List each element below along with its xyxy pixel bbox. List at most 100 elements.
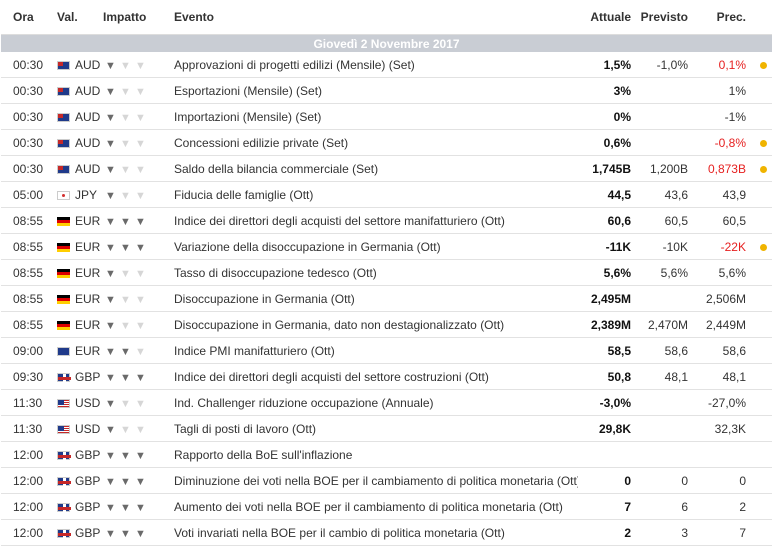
table-row[interactable]: 08:55 EUR ▼ ▼ ▼ Disoccupazione in Germania, d… bbox=[1, 311, 772, 338]
event-name[interactable]: Approvazioni di progetti edilizi (Mensil… bbox=[170, 52, 578, 78]
bull-icon: ▼ bbox=[135, 267, 146, 280]
table-row[interactable]: 05:00 JPY ▼ ▼ ▼ Fiducia delle famiglie (Ott) 4… bbox=[1, 181, 772, 208]
event-name[interactable]: Fiducia delle famiglie (Ott) bbox=[170, 181, 578, 208]
bull-icon: ▼ bbox=[105, 111, 116, 124]
event-actual: -11K bbox=[578, 233, 639, 260]
bull-icon: ▼ bbox=[135, 189, 146, 202]
table-row[interactable]: 00:30 AUD ▼ ▼ ▼ Esportazioni (Mensile) (Set) 3… bbox=[1, 77, 772, 104]
bull-icon: ▼ bbox=[120, 501, 131, 514]
event-currency-cell: AUD bbox=[45, 77, 103, 104]
impact-rating: ▼ ▼ ▼ bbox=[103, 259, 170, 286]
event-currency: AUD bbox=[75, 83, 101, 98]
event-name[interactable]: Ind. Challenger riduzione occupazione (A… bbox=[170, 389, 578, 416]
eu-flag-icon bbox=[57, 346, 70, 356]
event-time: 00:30 bbox=[1, 155, 45, 182]
table-row[interactable]: 00:30 AUD ▼ ▼ ▼ Saldo della bilancia commerci… bbox=[1, 155, 772, 182]
table-row[interactable]: 08:55 EUR ▼ ▼ ▼ Disoccupazione in Germania (O… bbox=[1, 285, 772, 312]
bull-icon: ▼ bbox=[135, 319, 146, 332]
bull-icon: ▼ bbox=[105, 527, 116, 540]
table-row[interactable]: 12:00 GBP ▼ ▼ ▼ Rapporto della BoE sull'infla… bbox=[1, 441, 772, 468]
event-currency: EUR bbox=[75, 291, 101, 306]
bull-icon: ▼ bbox=[105, 293, 116, 306]
event-previous: 60,5 bbox=[696, 207, 754, 234]
event-actual: 58,5 bbox=[578, 337, 639, 364]
table-row[interactable]: 08:55 EUR ▼ ▼ ▼ Variazione della disoccupazio… bbox=[1, 233, 772, 260]
event-name[interactable]: Variazione della disoccupazione in Germa… bbox=[170, 233, 578, 260]
bull-icon: ▼ bbox=[120, 475, 131, 488]
event-name[interactable]: Concessioni edilizie private (Set) bbox=[170, 129, 578, 156]
table-row[interactable]: 11:30 USD ▼ ▼ ▼ Ind. Challenger riduzione occ… bbox=[1, 389, 772, 416]
impact-rating: ▼ ▼ ▼ bbox=[103, 77, 170, 104]
revision-dot-icon bbox=[759, 61, 767, 69]
impact-rating: ▼ ▼ ▼ bbox=[103, 233, 170, 260]
event-name[interactable]: Indice dei direttori degli acquisti del … bbox=[170, 363, 578, 390]
de-flag-icon bbox=[57, 320, 70, 330]
table-row[interactable]: 00:30 AUD ▼ ▼ ▼ Importazioni (Mensile) (Set) 0… bbox=[1, 103, 772, 130]
event-previous: -1% bbox=[696, 103, 754, 130]
event-currency-cell: EUR bbox=[45, 311, 103, 338]
table-row[interactable]: 12:00 GBP ▼ ▼ ▼ Aumento dei voti nella BOE pe… bbox=[1, 493, 772, 520]
event-actual: 5,6% bbox=[578, 259, 639, 286]
event-name[interactable]: Disoccupazione in Germania, dato non des… bbox=[170, 311, 578, 338]
event-actual: 1,5% bbox=[578, 52, 639, 78]
bull-icon: ▼ bbox=[135, 475, 146, 488]
event-name[interactable]: Tasso di disoccupazione tedesco (Ott) bbox=[170, 259, 578, 286]
event-currency-cell: GBP bbox=[45, 519, 103, 546]
event-name[interactable]: Importazioni (Mensile) (Set) bbox=[170, 103, 578, 130]
bull-icon: ▼ bbox=[135, 345, 146, 358]
table-row[interactable]: 08:55 EUR ▼ ▼ ▼ Tasso di disoccupazione tedes… bbox=[1, 259, 772, 286]
event-time: 11:30 bbox=[1, 389, 45, 416]
bull-icon: ▼ bbox=[135, 397, 146, 410]
event-forecast bbox=[639, 285, 696, 312]
event-time: 08:55 bbox=[1, 311, 45, 338]
table-row[interactable]: 00:30 AUD ▼ ▼ ▼ Concessioni edilizie private … bbox=[1, 129, 772, 156]
table-row[interactable]: 08:55 EUR ▼ ▼ ▼ Indice dei direttori degli ac… bbox=[1, 207, 772, 234]
bull-icon: ▼ bbox=[105, 163, 116, 176]
au-flag-icon bbox=[57, 138, 70, 148]
event-name[interactable]: Diminuzione dei voti nella BOE per il ca… bbox=[170, 467, 578, 494]
event-name[interactable]: Indice dei direttori degli acquisti del … bbox=[170, 207, 578, 234]
event-name[interactable]: Esportazioni (Mensile) (Set) bbox=[170, 77, 578, 104]
event-time: 12:00 bbox=[1, 467, 45, 494]
event-actual: 2,495M bbox=[578, 285, 639, 312]
table-row[interactable]: 00:30 AUD ▼ ▼ ▼ Approvazioni di progetti edil… bbox=[1, 52, 772, 78]
event-name[interactable]: Rapporto della BoE sull'inflazione bbox=[170, 441, 578, 468]
event-forecast: 0 bbox=[639, 467, 696, 494]
event-time: 00:30 bbox=[1, 129, 45, 156]
bull-icon: ▼ bbox=[105, 345, 116, 358]
de-flag-icon bbox=[57, 294, 70, 304]
event-name[interactable]: Indice PMI manifatturiero (Ott) bbox=[170, 337, 578, 364]
event-currency: USD bbox=[75, 395, 101, 410]
event-forecast bbox=[639, 441, 696, 468]
event-actual: 2 bbox=[578, 519, 639, 546]
event-name[interactable]: Disoccupazione in Germania (Ott) bbox=[170, 285, 578, 312]
table-row[interactable]: 09:00 EUR ▼ ▼ ▼ Indice PMI manifatturiero (Ot… bbox=[1, 337, 772, 364]
bull-icon: ▼ bbox=[135, 215, 146, 228]
bull-icon: ▼ bbox=[135, 501, 146, 514]
event-name[interactable]: Saldo della bilancia commerciale (Set) bbox=[170, 155, 578, 182]
bull-icon: ▼ bbox=[135, 85, 146, 98]
impact-rating: ▼ ▼ ▼ bbox=[103, 181, 170, 208]
table-row[interactable]: 12:00 GBP ▼ ▼ ▼ Voti invariati nella BOE per … bbox=[1, 519, 772, 546]
event-forecast: 58,6 bbox=[639, 337, 696, 364]
event-currency-cell: EUR bbox=[45, 259, 103, 286]
event-name[interactable]: Voti invariati nella BOE per il cambio d… bbox=[170, 519, 578, 546]
event-name[interactable]: Aumento dei voti nella BOE per il cambia… bbox=[170, 493, 578, 520]
au-flag-icon bbox=[57, 60, 70, 70]
table-row[interactable]: 12:00 GBP ▼ ▼ ▼ Diminuzione dei voti nella BO… bbox=[1, 467, 772, 494]
event-previous: 48,1 bbox=[696, 363, 754, 390]
bull-icon: ▼ bbox=[135, 111, 146, 124]
event-currency: GBP bbox=[75, 447, 101, 462]
table-row[interactable]: 09:30 GBP ▼ ▼ ▼ Indice dei direttori degli ac… bbox=[1, 363, 772, 390]
event-time: 11:30 bbox=[1, 415, 45, 442]
event-currency: EUR bbox=[75, 343, 101, 358]
event-name[interactable]: Tagli di posti di lavoro (Ott) bbox=[170, 415, 578, 442]
col-event: Evento bbox=[170, 0, 578, 35]
event-currency-cell: GBP bbox=[45, 441, 103, 468]
event-previous bbox=[696, 441, 754, 468]
table-row[interactable]: 11:30 USD ▼ ▼ ▼ Tagli di posti di lavoro (Ott… bbox=[1, 415, 772, 442]
event-previous: 32,3K bbox=[696, 415, 754, 442]
event-time: 08:55 bbox=[1, 285, 45, 312]
event-previous: 43,9 bbox=[696, 181, 754, 208]
